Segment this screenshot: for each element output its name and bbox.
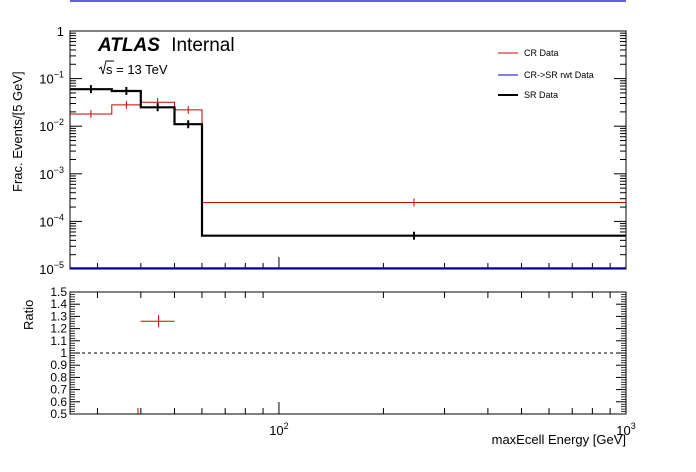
legend-cr-data: CR Data <box>524 48 559 58</box>
ratio-y-tick-label: 0.5 <box>50 407 67 421</box>
legend: CR Data CR->SR rwt Data SR Data <box>498 48 594 100</box>
legend-sr-data: SR Data <box>524 90 558 100</box>
ratio-y-axis-label: Ratio <box>21 300 36 330</box>
y-tick-label: 10−2 <box>39 117 64 134</box>
ratio-y-tick-label: 1 <box>60 346 67 360</box>
atlas-label: ATLAS <box>97 35 160 56</box>
ratio-y-tick-label: 0.6 <box>50 395 67 409</box>
ratio-y-tick-label: 1.3 <box>50 309 67 323</box>
main-series <box>70 85 626 240</box>
y-tick-label: 10−3 <box>39 165 64 182</box>
ratio-y-tick-label: 1.1 <box>50 334 67 348</box>
y-tick-label: 1 <box>57 24 64 39</box>
ratio-series <box>137 315 175 414</box>
energy-annotation: s = 13 TeV <box>98 60 168 77</box>
ratio-y-tick-label: 1.4 <box>50 297 67 311</box>
ratio-axes: 102 103 0.50.60.70.80.911.11.21.31.41.5 <box>50 285 635 438</box>
ratio-y-tick-label: 0.8 <box>50 370 67 384</box>
x-tick-label: 102 <box>269 421 288 438</box>
main-plot-frame <box>69 30 627 270</box>
ratio-y-tick-label: 1.2 <box>50 322 67 336</box>
legend-cr-sr-rwt-data: CR->SR rwt Data <box>524 70 594 80</box>
ratio-y-tick-label: 0.7 <box>50 383 67 397</box>
ratio-y-tick-label: 1.5 <box>50 285 67 299</box>
ratio-y-tick-label: 0.9 <box>50 358 67 372</box>
main-y-axis-label: Frac. Events/[5 GeV] <box>10 71 25 192</box>
y-tick-label: 10−1 <box>39 70 64 87</box>
x-axis-label: maxEcell Energy [GeV] <box>492 432 626 447</box>
y-tick-label: 10−5 <box>39 260 64 277</box>
svg-text:ATLAS Internal: ATLAS Internal <box>97 35 235 56</box>
y-tick-label: 10−4 <box>39 212 64 229</box>
atlas-internal-label: Internal <box>171 35 234 56</box>
energy-label: s = 13 TeV <box>106 62 168 77</box>
x-tick-label: 103 <box>616 421 635 438</box>
